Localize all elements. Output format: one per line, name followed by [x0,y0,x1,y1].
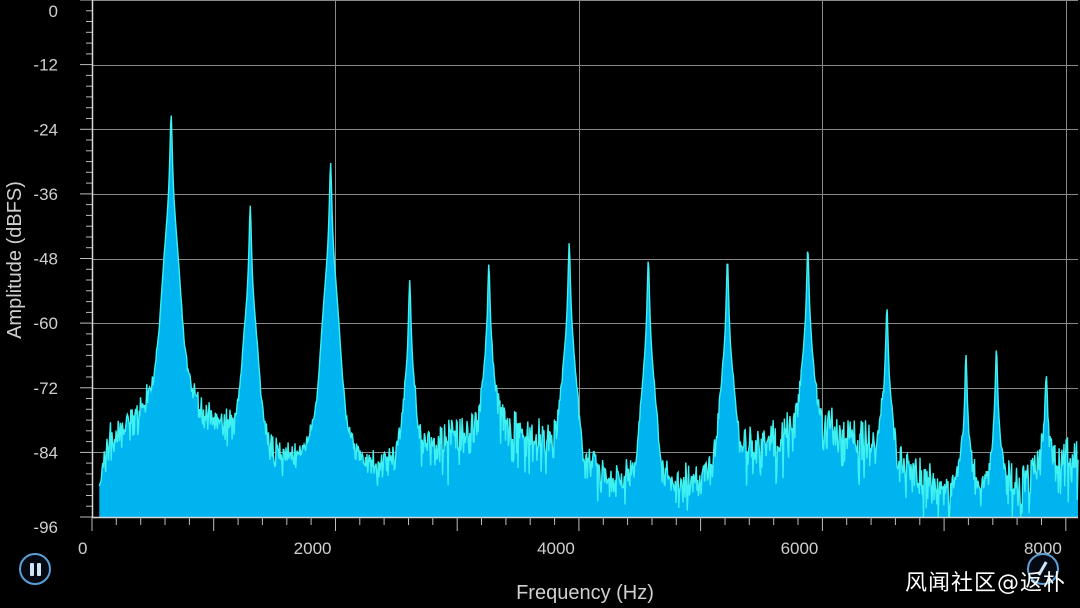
x-axis-title: Frequency (Hz) [516,582,654,604]
y-tick-label: 0 [49,2,58,21]
x-tick-label: 0 [78,539,87,558]
spectrum-area [99,115,1079,517]
spectrum-line [98,115,1079,518]
pause-icon-bar [37,563,41,576]
x-tick-label: 2000 [294,539,332,558]
x-tick-labels: 0 2000 4000 6000 8000 [78,539,1062,558]
y-tick-labels: 0 -12 -24 -36 -48 -60 -72 -84 -96 [33,2,58,537]
y-tick-label: -12 [33,56,58,75]
rotate-button[interactable] [1027,553,1059,585]
y-tick-label: -84 [33,443,58,462]
x-tick-label: 8000 [1024,539,1062,558]
y-tick-label: -96 [33,518,58,537]
x-tick-label: 4000 [537,539,575,558]
y-tick-label: -48 [33,250,58,269]
spectrum-series [98,115,1079,518]
watermark: 风闻社区@返朴 [904,571,1066,596]
pause-button[interactable] [19,553,51,585]
axes [80,0,1078,531]
y-tick-label: -24 [33,120,58,139]
y-tick-label: -72 [33,379,58,398]
x-tick-label: 6000 [781,539,819,558]
y-tick-label: -60 [33,314,58,333]
pause-icon [30,563,34,576]
y-axis-title: Amplitude (dBFS) [4,181,26,339]
y-tick-label: -36 [33,185,58,204]
